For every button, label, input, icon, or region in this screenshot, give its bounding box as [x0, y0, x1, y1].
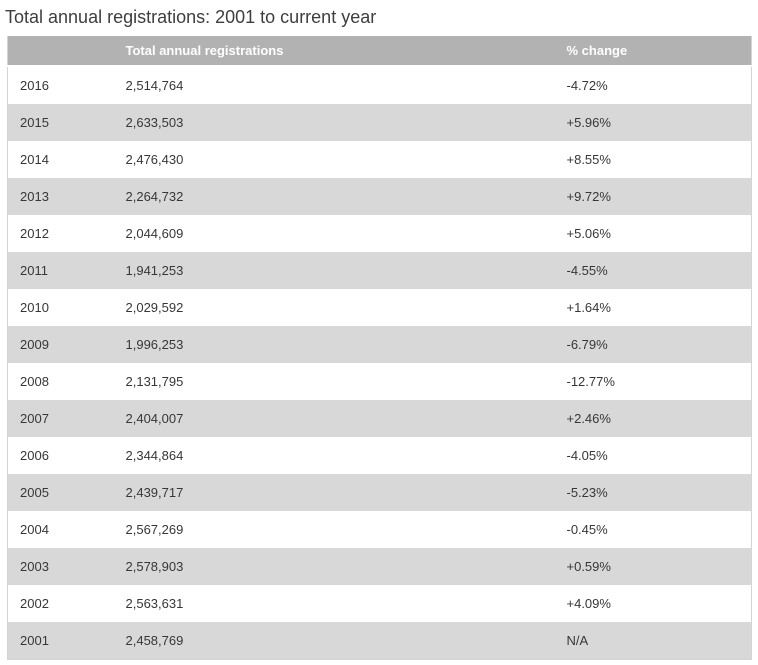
- total-registrations-cell: 2,439,717: [125, 485, 184, 500]
- total-registrations-cell: 2,044,609: [125, 226, 184, 241]
- year-cell: 2016: [20, 78, 49, 93]
- table-row: 2004 2,567,269 -0.45%: [7, 511, 752, 548]
- total-registrations-cell: 2,264,732: [125, 189, 184, 204]
- year-cell: 2015: [20, 115, 49, 130]
- year-cell: 2002: [20, 596, 49, 611]
- year-cell: 2012: [20, 226, 49, 241]
- percent-change-cell: +9.72%: [566, 189, 611, 204]
- year-cell: 2005: [20, 485, 49, 500]
- percent-change-cell: +5.06%: [566, 226, 611, 241]
- table-row: 2009 1,996,253 -6.79%: [7, 326, 752, 363]
- table-row: 2010 2,029,592 +1.64%: [7, 289, 752, 326]
- year-cell: 2009: [20, 337, 49, 352]
- table-row: 2011 1,941,253 -4.55%: [7, 252, 752, 289]
- table-row: 2014 2,476,430 +8.55%: [7, 141, 752, 178]
- percent-change-cell: -5.23%: [566, 485, 608, 500]
- table-header: Total annual registrations % change: [7, 36, 752, 67]
- year-cell: 2008: [20, 374, 49, 389]
- table-row: 2006 2,344,864 -4.05%: [7, 437, 752, 474]
- percent-change-cell: +8.55%: [566, 152, 611, 167]
- table-row: 2016 2,514,764 -4.72%: [7, 66, 752, 104]
- total-registrations-cell: 1,941,253: [125, 263, 184, 278]
- percent-change-cell: +2.46%: [566, 411, 611, 426]
- total-registrations-cell: 2,029,592: [125, 300, 184, 315]
- total-registrations-cell: 2,458,769: [125, 633, 184, 648]
- percent-change-cell: -12.77%: [566, 374, 615, 389]
- total-registrations-cell: 2,578,903: [125, 559, 184, 574]
- total-registrations-cell: 2,476,430: [125, 152, 184, 167]
- total-registrations-cell: 2,514,764: [125, 78, 184, 93]
- total-registrations-cell: 2,131,795: [125, 374, 184, 389]
- registrations-table: Total annual registrations % change 2016…: [7, 36, 752, 660]
- percent-change-cell: -4.55%: [566, 263, 608, 278]
- percent-change-cell: N/A: [566, 633, 589, 648]
- table-row: 2003 2,578,903 +0.59%: [7, 548, 752, 585]
- page-title: Total annual registrations: 2001 to curr…: [5, 7, 377, 27]
- table-header-row: Total annual registrations % change: [7, 36, 752, 67]
- table-row: 2012 2,044,609 +5.06%: [7, 215, 752, 252]
- header-percent-change: % change: [566, 36, 752, 67]
- percent-change-cell: -4.72%: [566, 78, 608, 93]
- total-registrations-cell: 2,344,864: [125, 448, 184, 463]
- table-row: 2002 2,563,631 +4.09%: [7, 585, 752, 622]
- year-cell: 2010: [20, 300, 49, 315]
- table-container: Total annual registrations % change 2016…: [7, 36, 752, 660]
- total-registrations-cell: 2,567,269: [125, 522, 184, 537]
- table-row: 2007 2,404,007 +2.46%: [7, 400, 752, 437]
- percent-change-cell: -0.45%: [566, 522, 608, 537]
- percent-change-cell: -4.05%: [566, 448, 608, 463]
- table-row: 2015 2,633,503 +5.96%: [7, 104, 752, 141]
- table-body: 2016 2,514,764 -4.72% 2015 2,633,503 +5.96% 20…: [7, 66, 752, 660]
- total-registrations-cell: 2,404,007: [125, 411, 184, 426]
- year-cell: 2006: [20, 448, 49, 463]
- year-cell: 2011: [20, 263, 48, 278]
- year-cell: 2003: [20, 559, 49, 574]
- percent-change-cell: +1.64%: [566, 300, 611, 315]
- percent-change-cell: +0.59%: [566, 559, 611, 574]
- table-row: 2005 2,439,717 -5.23%: [7, 474, 752, 511]
- year-cell: 2004: [20, 522, 49, 537]
- total-registrations-cell: 2,633,503: [125, 115, 184, 130]
- year-cell: 2007: [20, 411, 49, 426]
- header-year-column: [7, 36, 126, 67]
- table-row: 2001 2,458,769 N/A: [7, 622, 752, 660]
- year-cell: 2014: [20, 152, 49, 167]
- percent-change-cell: -6.79%: [566, 337, 608, 352]
- header-total-registrations: Total annual registrations: [125, 36, 567, 67]
- percent-change-cell: +5.96%: [566, 115, 611, 130]
- table-row: 2013 2,264,732 +9.72%: [7, 178, 752, 215]
- year-cell: 2001: [20, 633, 49, 648]
- percent-change-cell: +4.09%: [566, 596, 611, 611]
- table-row: 2008 2,131,795 -12.77%: [7, 363, 752, 400]
- total-registrations-cell: 2,563,631: [125, 596, 184, 611]
- total-registrations-cell: 1,996,253: [125, 337, 184, 352]
- year-cell: 2013: [20, 189, 49, 204]
